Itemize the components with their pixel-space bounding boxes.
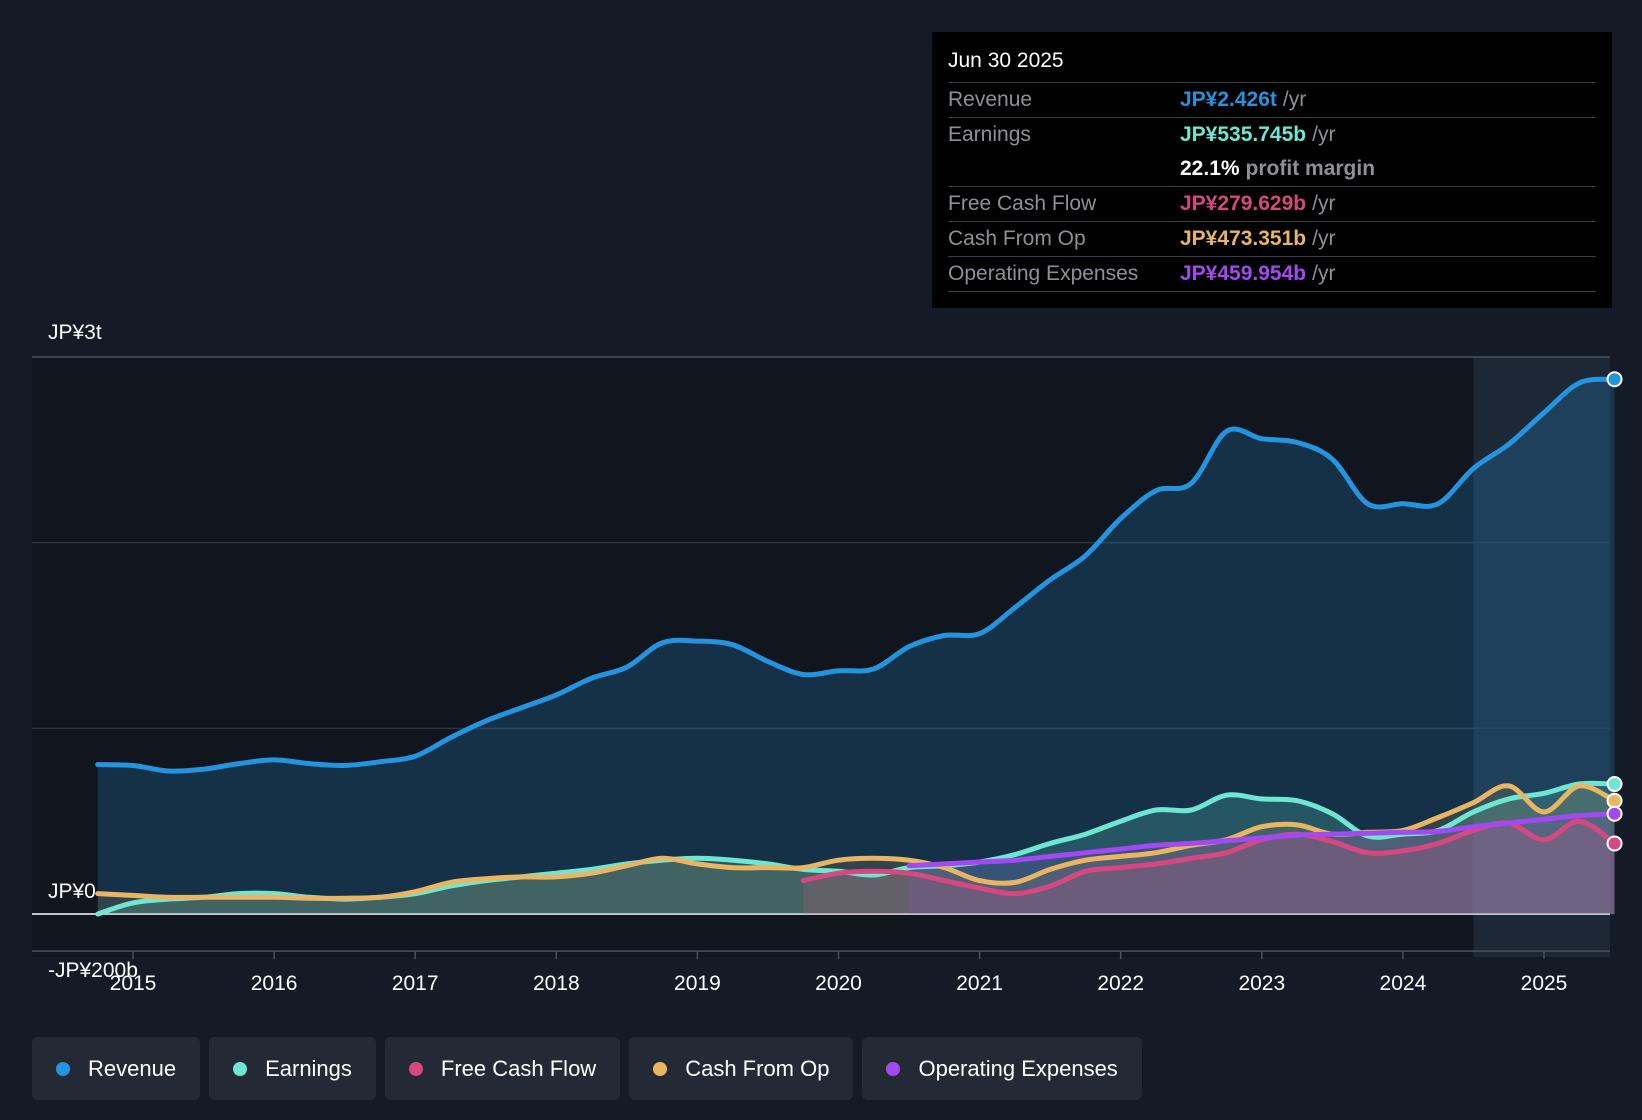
legend-label: Free Cash Flow [440, 1055, 597, 1081]
legend-item-revenue[interactable]: Revenue [32, 1037, 201, 1100]
legend-dot-icon [233, 1061, 248, 1076]
x-tick-label: 2015 [110, 972, 157, 995]
legend-item-operating-expenses[interactable]: Operating Expenses [862, 1037, 1142, 1100]
area-earnings [97, 783, 1615, 914]
tooltip-label: Revenue [948, 88, 1033, 111]
x-tick-label: 2016 [251, 972, 298, 995]
past-region [32, 357, 1474, 957]
x-tick-label: 2020 [815, 972, 862, 995]
line-revenue [95, 376, 1617, 774]
tooltip-value: JP¥535.745b [1180, 123, 1307, 146]
x-tick-label: 2022 [1097, 972, 1144, 995]
legend-label: Revenue [88, 1055, 177, 1081]
chart-background [32, 357, 1610, 957]
tooltip-unit: /yr [1312, 192, 1336, 215]
end-marker-free-cash-flow [1606, 835, 1623, 852]
tooltip-value: JP¥473.351b [1180, 227, 1307, 250]
tooltip-row-margin: 22.1% profit margin [948, 152, 1596, 186]
tooltip-unit: /yr [1312, 123, 1336, 146]
x-tick-label: 2025 [1521, 972, 1568, 995]
tooltip-label: Free Cash Flow [948, 192, 1097, 215]
tooltip-row-revenue: Revenue JP¥2.426t /yr [948, 82, 1596, 117]
end-marker-cash-from-op [1606, 792, 1623, 809]
x-tick-label: 2021 [956, 972, 1003, 995]
tooltip-unit: /yr [1312, 262, 1336, 285]
legend-label: Earnings [265, 1055, 352, 1081]
tooltip-value: JP¥279.629b [1180, 192, 1307, 215]
tooltip-margin-text: profit margin [1245, 157, 1376, 180]
end-marker-operating-expenses [1606, 805, 1623, 822]
end-marker-earnings [1606, 776, 1623, 793]
tooltip-row-fcf: Free Cash Flow JP¥279.629b /yr [948, 186, 1596, 221]
tooltip-row-opex: Operating Expenses JP¥459.954b /yr [948, 256, 1596, 292]
line-operating-expenses [906, 811, 1617, 869]
area-revenue [97, 379, 1615, 915]
data-tooltip: Jun 30 2025 Revenue JP¥2.426t /yr Earnin… [932, 32, 1612, 308]
tooltip-value: JP¥2.426t [1180, 88, 1277, 111]
legend-dot-icon [886, 1061, 901, 1076]
tooltip-row-cfo: Cash From Op JP¥473.351b /yr [948, 221, 1596, 256]
x-tick-label: 2019 [674, 972, 721, 995]
tooltip-label: Earnings [948, 123, 1031, 146]
line-free-cash-flow [800, 818, 1617, 897]
forecast-region [1473, 357, 1610, 957]
legend-dot-icon [653, 1061, 668, 1076]
legend-dot-icon [408, 1061, 423, 1076]
gridlines [32, 356, 1610, 952]
x-tick-label: 2024 [1380, 972, 1427, 995]
legend-label: Cash From Op [685, 1055, 830, 1081]
tooltip-label: Operating Expenses [948, 262, 1139, 285]
x-tick-label: 2023 [1238, 972, 1285, 995]
tooltip-unit: /yr [1282, 88, 1307, 111]
legend-dot-icon [56, 1061, 70, 1076]
axis-labels: 2015 2016 2017 2018 2019 2020 2021 2022 2023 2024… [48, 321, 1567, 995]
tooltip-row-earnings: Earnings JP¥535.745b /yr [948, 117, 1596, 152]
tooltip-label: Cash From Op [948, 227, 1086, 250]
area-free-cash-flow [803, 821, 1615, 914]
legend-item-free-cash-flow[interactable]: Free Cash Flow [384, 1037, 621, 1100]
end-marker-revenue [1606, 371, 1623, 388]
legend-label: Operating Expenses [918, 1055, 1118, 1081]
tooltip-date: Jun 30 2025 [948, 49, 1064, 72]
area-operating-expenses [909, 813, 1615, 914]
y-tick-label: JP¥0 [48, 880, 96, 903]
tooltip-margin-value: 22.1% [1180, 157, 1240, 180]
legend-item-earnings[interactable]: Earnings [209, 1037, 376, 1100]
legend-item-cash-from-op[interactable]: Cash From Op [629, 1037, 854, 1100]
tooltip-value: JP¥459.954b [1180, 262, 1307, 285]
chart-legend: Revenue Earnings Free Cash Flow Cash Fro… [32, 1037, 1151, 1100]
tooltip-unit: /yr [1312, 227, 1336, 250]
series-lines [95, 376, 1617, 917]
y-tick-label: -JP¥200b [48, 959, 138, 982]
series-end-markers [1606, 371, 1623, 852]
y-tick-label: JP¥3t [48, 321, 102, 344]
x-tick-label: 2017 [392, 972, 439, 995]
x-tick-label: 2018 [533, 972, 580, 995]
